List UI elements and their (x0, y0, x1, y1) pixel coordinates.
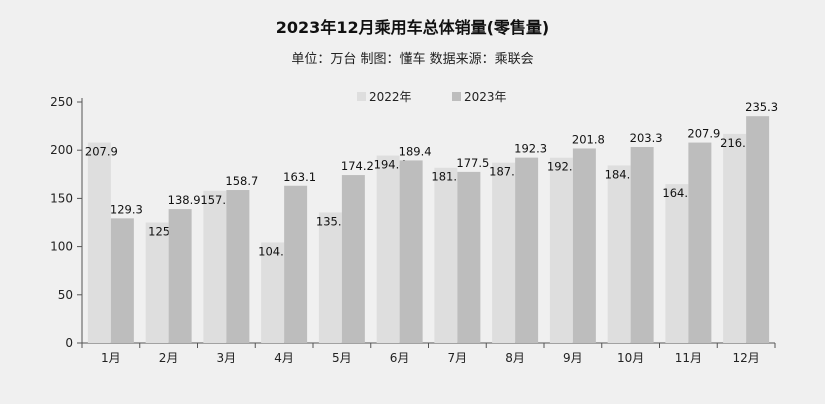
data-label: 192.2 (547, 160, 580, 174)
data-label: 104.3 (258, 244, 291, 258)
chart-title: 2023年12月乘用车总体销量(零售量) (275, 18, 550, 37)
y-tick-label: 150 (50, 191, 73, 205)
bar-2023 (630, 147, 654, 343)
data-label: 174.2 (341, 159, 374, 173)
data-label: 187.1 (489, 165, 522, 179)
bar-2022 (492, 162, 516, 343)
x-tick-label: 11月 (675, 351, 702, 365)
data-label: 235.3 (745, 100, 778, 114)
bar-2022 (434, 167, 458, 343)
data-label: 207.9 (687, 127, 720, 141)
data-label: 129.3 (110, 202, 143, 216)
bar-2022 (87, 142, 111, 343)
data-label: 157.9 (200, 193, 233, 207)
x-tick-label: 4月 (274, 351, 294, 365)
data-label: 192.3 (514, 142, 547, 156)
data-label: 125 (148, 225, 170, 239)
legend-label: 2022年 (369, 90, 412, 104)
y-tick-label: 0 (65, 336, 73, 350)
bar-2023 (572, 148, 596, 343)
x-tick-label: 8月 (505, 351, 525, 365)
data-label: 194.4 (374, 158, 407, 172)
bar-2023 (515, 157, 539, 343)
data-label: 189.4 (399, 144, 432, 158)
y-tick-label: 200 (50, 143, 73, 157)
bar-2023 (226, 190, 250, 343)
bar-2022 (665, 184, 689, 343)
x-tick-label: 1月 (101, 351, 121, 365)
data-label: 201.8 (572, 132, 605, 146)
x-tick-label: 3月 (217, 351, 237, 365)
bar-2023 (399, 160, 423, 343)
x-tick-label: 6月 (390, 351, 410, 365)
data-label: 181.8 (431, 170, 464, 184)
data-label: 207.9 (85, 145, 118, 159)
bar-2022 (318, 212, 342, 343)
x-tick-label: 7月 (448, 351, 468, 365)
x-tick-label: 2月 (159, 351, 179, 365)
data-label: 177.5 (456, 156, 489, 170)
bar-2022 (549, 157, 573, 343)
bar-2023 (110, 218, 134, 343)
bar-2022 (203, 190, 227, 343)
bar-2022 (261, 242, 285, 343)
x-tick-label: 12月 (732, 351, 759, 365)
legend-swatch (452, 92, 461, 101)
data-label: 216.9 (720, 136, 753, 150)
bar-2023 (457, 171, 481, 343)
y-tick-label: 250 (50, 95, 73, 109)
legend-label: 2023年 (464, 90, 507, 104)
bar-2023 (688, 142, 712, 343)
bar-2023 (341, 175, 365, 343)
y-tick-label: 100 (50, 240, 73, 254)
data-label: 135.4 (316, 214, 349, 228)
bar-2023 (746, 116, 770, 343)
bar-2022 (607, 165, 631, 343)
data-label: 163.1 (283, 170, 316, 184)
bar-2022 (723, 133, 747, 343)
data-label: 203.3 (630, 131, 663, 145)
bar-2023 (168, 209, 192, 343)
x-tick-label: 5月 (332, 351, 352, 365)
data-label: 184.2 (605, 167, 638, 181)
y-tick-label: 50 (58, 288, 73, 302)
data-label: 164.8 (662, 186, 695, 200)
data-label: 158.7 (225, 174, 258, 188)
x-tick-label: 9月 (563, 351, 583, 365)
bar-2022 (145, 222, 169, 343)
bar-2022 (376, 155, 400, 343)
legend-swatch (357, 92, 366, 101)
bar-2023 (284, 185, 308, 343)
data-label: 138.9 (168, 193, 201, 207)
chart-subtitle: 单位：万台 制图：懂车 数据来源：乘联会 (291, 52, 534, 67)
x-tick-label: 10月 (617, 351, 644, 365)
